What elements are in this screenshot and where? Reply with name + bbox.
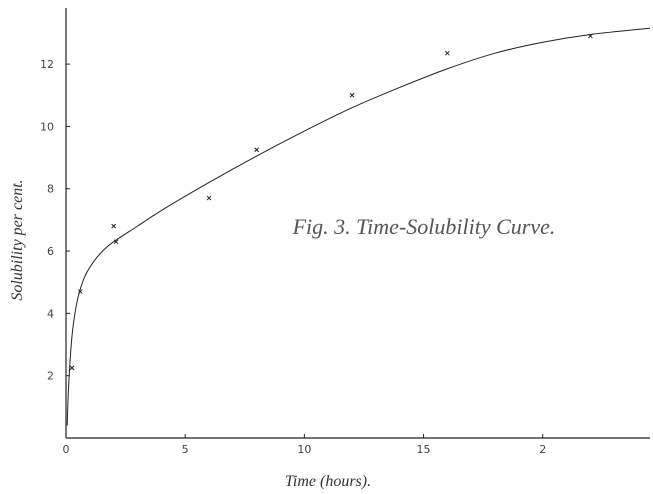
y-tick-label: 4 [47, 307, 54, 320]
y-axis-ticks: 2 4 6 8 10 12 [40, 58, 70, 383]
data-point [254, 147, 260, 153]
data-points-layer [69, 33, 593, 371]
y-tick-label: 2 [47, 370, 54, 383]
x-tick-label: 5 [182, 443, 189, 456]
data-point [349, 92, 355, 98]
data-point-stroke [349, 92, 355, 98]
data-point-stroke [445, 50, 450, 56]
y-axis-title: Solubility per cent. [9, 179, 26, 300]
data-point-stroke [111, 223, 117, 229]
y-tick-label: 8 [47, 183, 54, 196]
data-point [206, 195, 212, 201]
data-point-stroke [77, 289, 83, 294]
x-axis-ticks: 0 5 10 15 2 [63, 434, 546, 456]
x-tick-label: 10 [297, 443, 311, 456]
data-point-stroke [206, 195, 212, 201]
y-tick-label: 6 [47, 245, 54, 258]
y-tick-label: 10 [40, 120, 54, 133]
chart-title: Fig. 3. Time-Solubility Curve. [292, 214, 556, 239]
data-point-stroke [69, 365, 75, 371]
axes [65, 8, 650, 439]
fitted-curve-layer [66, 27, 651, 426]
data-point [113, 239, 119, 245]
x-tick-label: 15 [417, 443, 431, 456]
y-tick-label: 12 [40, 58, 54, 71]
data-point-stroke [588, 33, 593, 39]
data-point-stroke [254, 147, 260, 153]
data-point [111, 223, 117, 229]
data-point [77, 289, 83, 294]
data-point [445, 50, 450, 56]
x-tick-label: 0 [63, 443, 70, 456]
solubility-curve [66, 27, 651, 426]
data-point [69, 365, 75, 371]
x-tick-label: 2 [539, 443, 546, 456]
data-point-stroke [113, 239, 119, 245]
data-point [588, 33, 593, 39]
x-axis-title: Time (hours). [285, 473, 371, 490]
